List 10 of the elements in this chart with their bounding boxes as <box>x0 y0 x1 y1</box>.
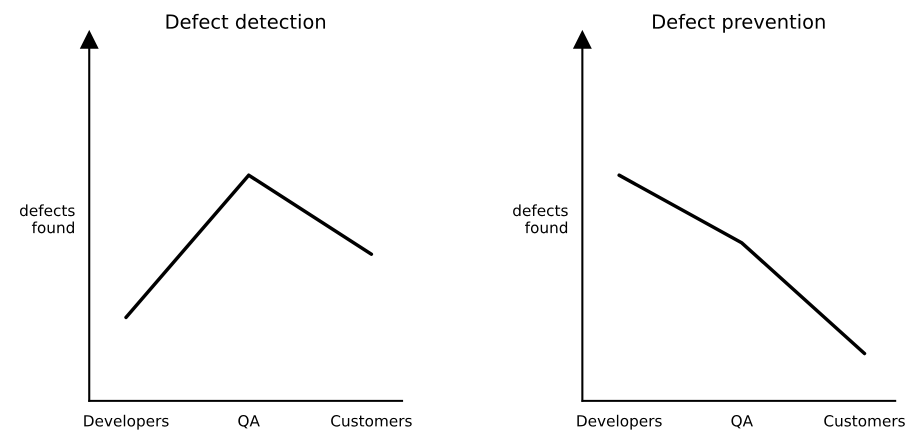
x-tick-label: QA <box>731 415 753 428</box>
x-tick-label: Customers <box>824 415 905 427</box>
chart-title: Defect detection <box>166 14 326 29</box>
x-tick-label: QA <box>238 415 260 428</box>
y-axis-title: defects found <box>20 204 75 234</box>
x-tick-label: Developers <box>84 414 169 430</box>
x-tick-label: Developers <box>577 414 662 430</box>
y-axis-title: defects found <box>513 204 568 234</box>
chart-title: Defect prevention <box>653 14 825 33</box>
x-tick-label: Customers <box>331 415 412 427</box>
